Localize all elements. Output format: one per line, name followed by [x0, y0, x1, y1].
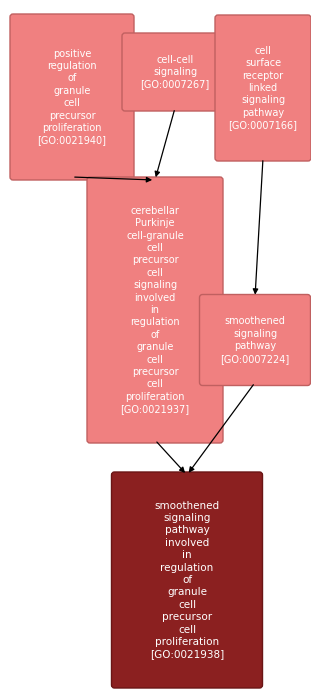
FancyBboxPatch shape	[199, 295, 310, 385]
FancyBboxPatch shape	[87, 177, 223, 443]
FancyBboxPatch shape	[112, 472, 262, 688]
Text: cell
surface
receptor
linked
signaling
pathway
[GO:0007166]: cell surface receptor linked signaling p…	[229, 46, 298, 131]
FancyBboxPatch shape	[10, 14, 134, 180]
Text: cell-cell
signaling
[GO:0007267]: cell-cell signaling [GO:0007267]	[140, 54, 210, 89]
Text: positive
regulation
of
granule
cell
precursor
proliferation
[GO:0021940]: positive regulation of granule cell prec…	[38, 49, 106, 145]
FancyBboxPatch shape	[215, 15, 311, 161]
Text: smoothened
signaling
pathway
[GO:0007224]: smoothened signaling pathway [GO:0007224…	[220, 316, 290, 364]
Text: smoothened
signaling
pathway
involved
in
regulation
of
granule
cell
precursor
ce: smoothened signaling pathway involved in…	[150, 500, 224, 660]
FancyBboxPatch shape	[122, 33, 228, 111]
Text: cerebellar
Purkinje
cell-granule
cell
precursor
cell
signaling
involved
in
regul: cerebellar Purkinje cell-granule cell pr…	[120, 206, 190, 414]
